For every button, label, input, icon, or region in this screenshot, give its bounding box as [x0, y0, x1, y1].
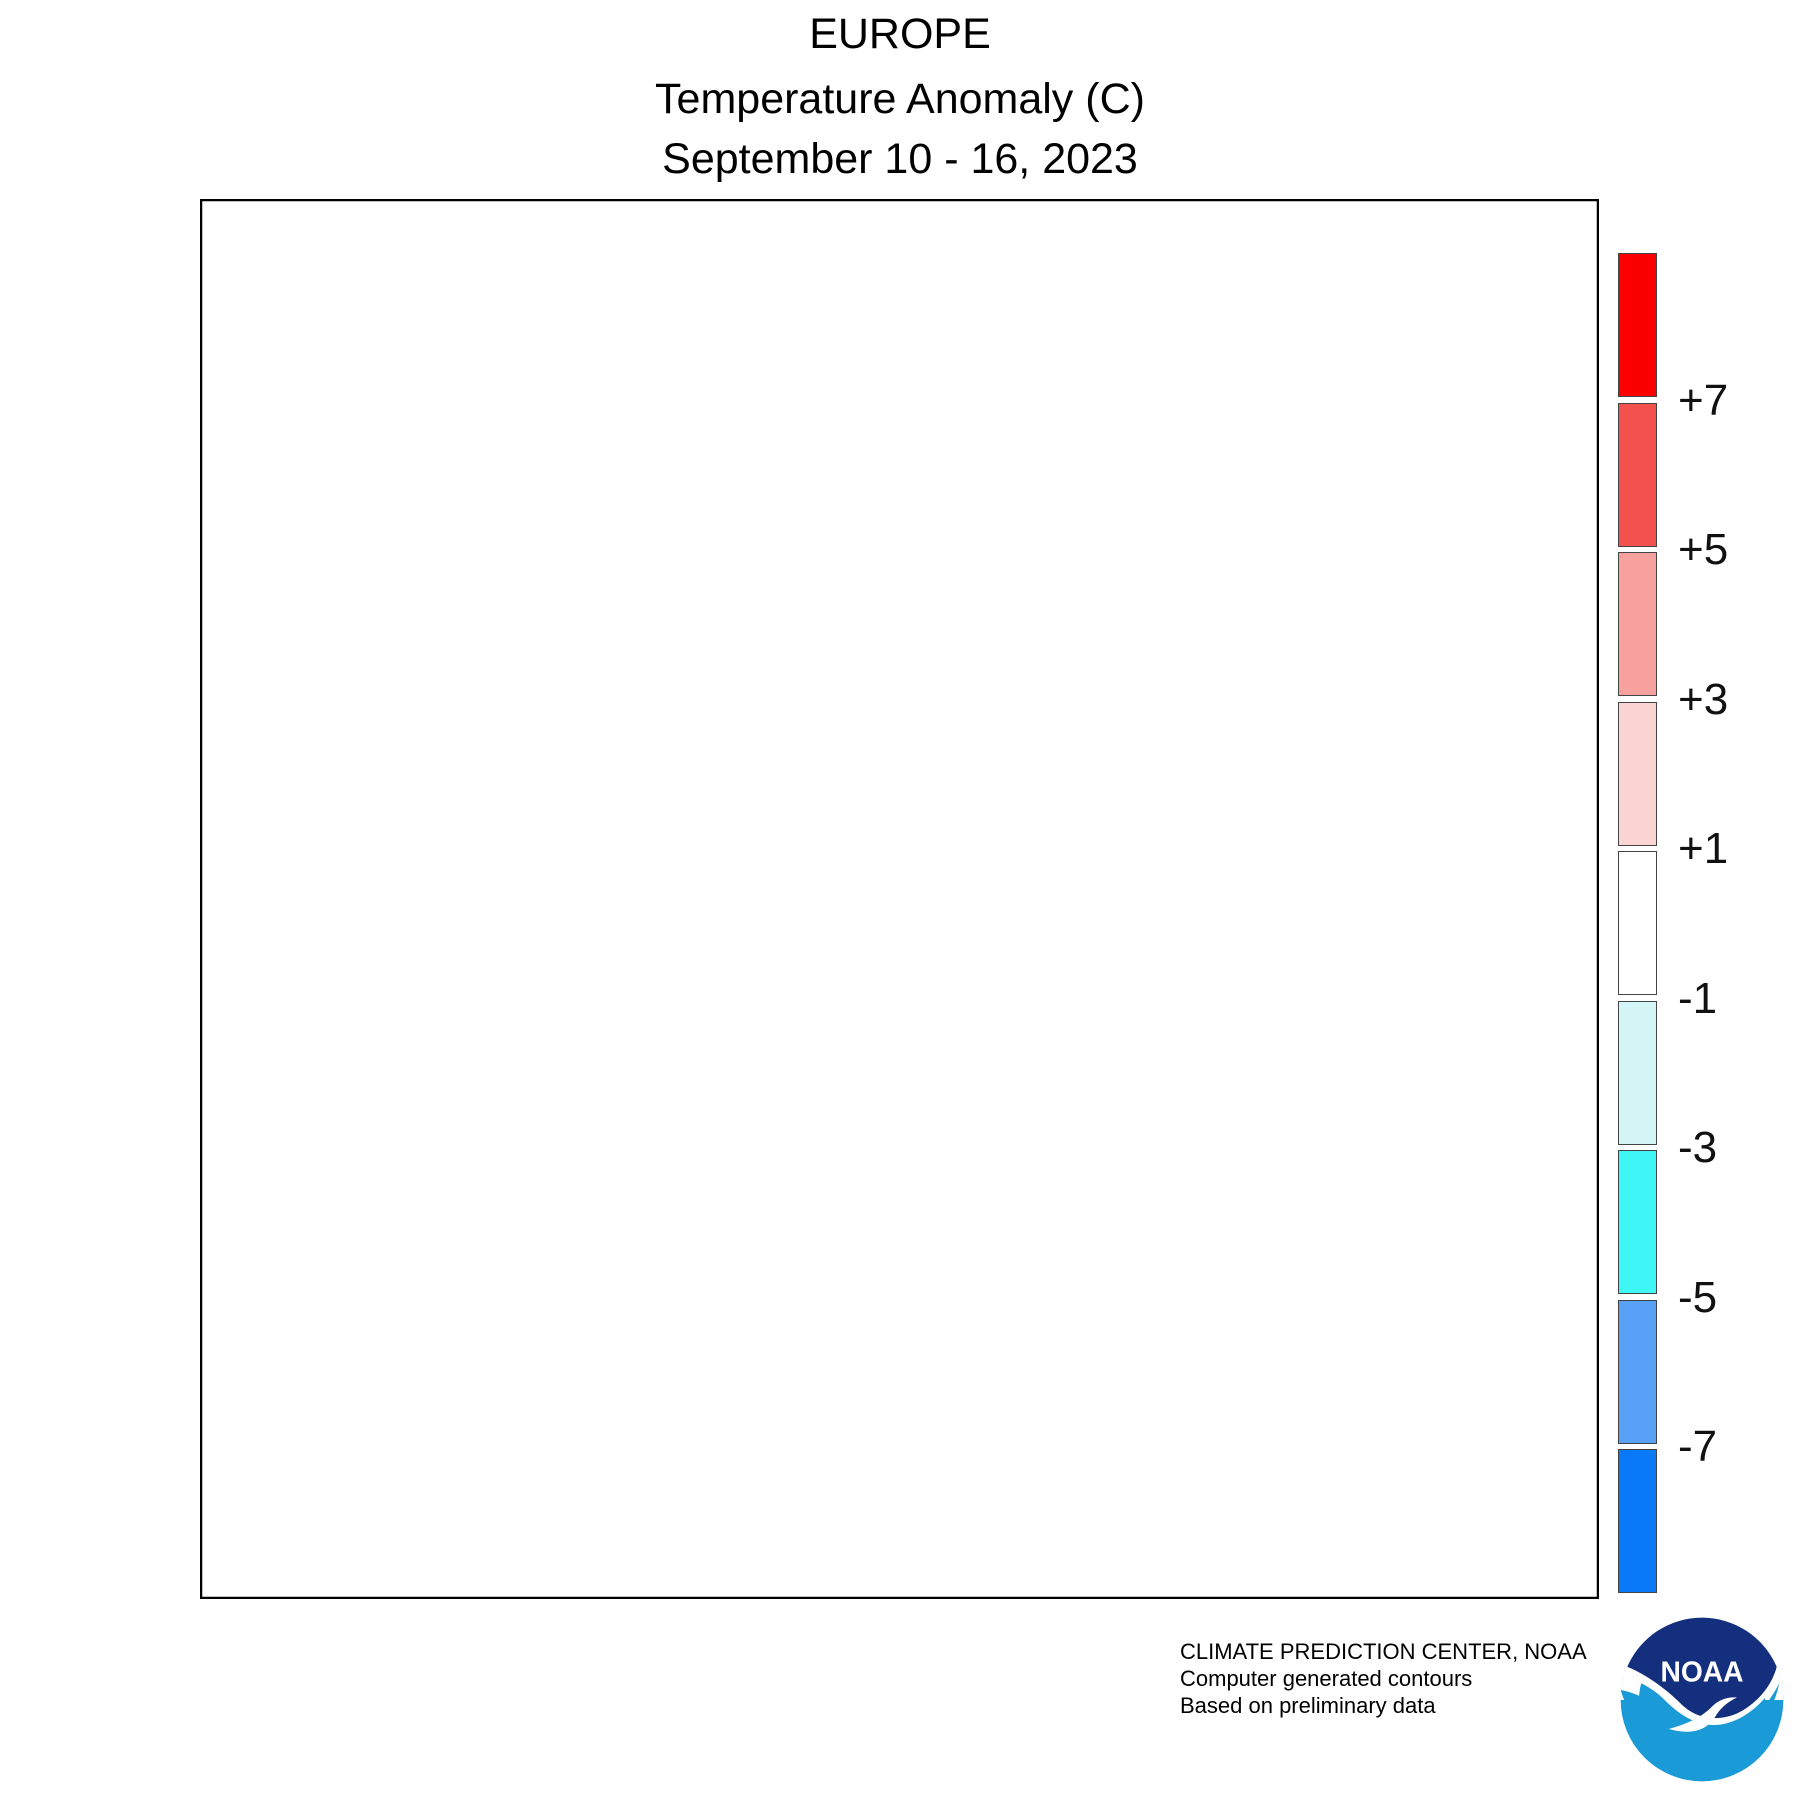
svg-text:NOAA: NOAA: [1660, 1656, 1743, 1688]
